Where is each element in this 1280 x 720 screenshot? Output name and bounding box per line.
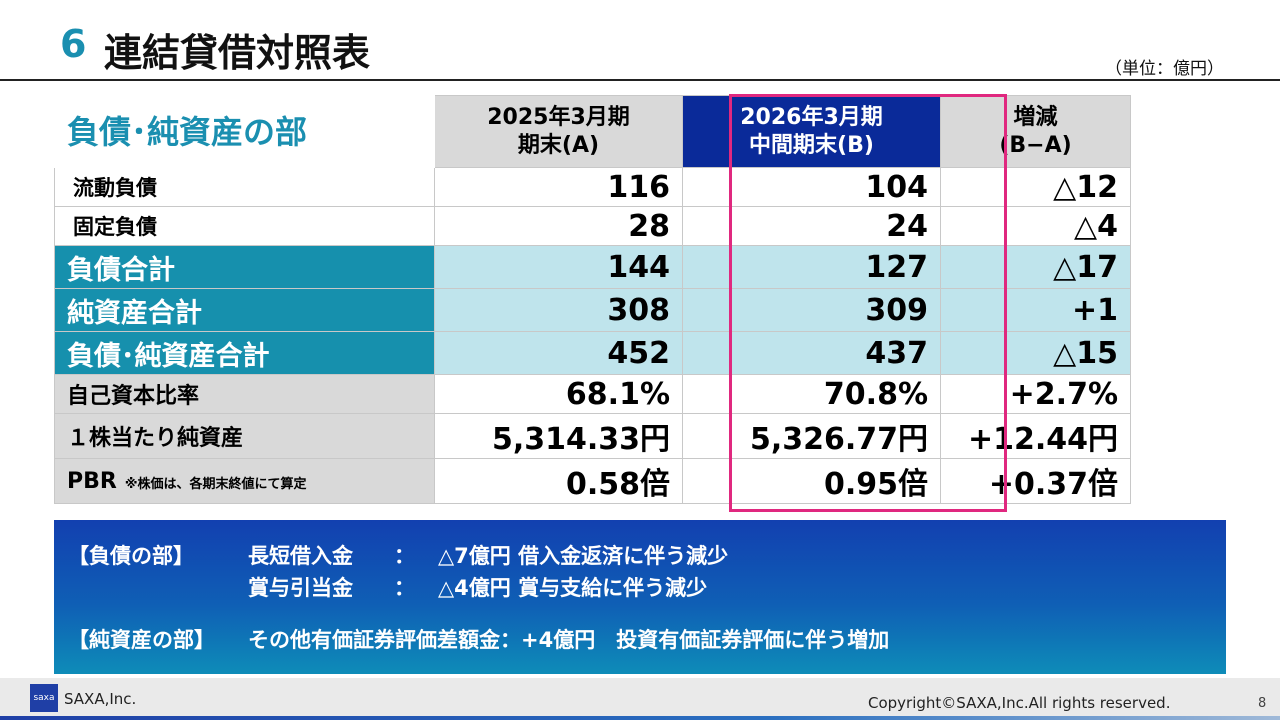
company-name: SAXA,Inc. bbox=[64, 690, 137, 708]
table-header-row: 負債･純資産の部 2025年3月期 期末(A) 2026年3月期 中間期末(B)… bbox=[54, 95, 1131, 168]
column-header-b-line2: 中間期末(B) bbox=[749, 132, 874, 158]
value-diff: △17 bbox=[940, 245, 1131, 289]
note-item1-name: 長短借入金 bbox=[248, 544, 353, 568]
table-row: 負債合計 144 127 △17 bbox=[54, 245, 1131, 289]
column-header-diff-line2: (B−A) bbox=[999, 132, 1072, 158]
value-diff: +12.44円 bbox=[940, 413, 1131, 459]
row-label: 固定負債 bbox=[54, 206, 435, 246]
value-diff: +0.37倍 bbox=[940, 458, 1131, 504]
saxa-logo: saxa bbox=[30, 684, 58, 712]
value-b: 309 bbox=[682, 288, 941, 332]
value-b: 0.95倍 bbox=[682, 458, 941, 504]
row-label: PBR bbox=[67, 468, 117, 494]
footer bbox=[0, 678, 1280, 720]
table-row: 自己資本比率 68.1% 70.8% +2.7% bbox=[54, 374, 1131, 414]
row-label: １株当たり純資産 bbox=[54, 413, 435, 459]
footer-accent-bar bbox=[0, 716, 1280, 720]
value-a: 68.1% bbox=[434, 374, 683, 414]
value-a: 5,314.33円 bbox=[434, 413, 683, 459]
page-number: 8 bbox=[1258, 696, 1267, 711]
value-diff: △12 bbox=[940, 167, 1131, 207]
value-b: 127 bbox=[682, 245, 941, 289]
value-diff: +2.7% bbox=[940, 374, 1131, 414]
row-label: 自己資本比率 bbox=[54, 374, 435, 414]
notes-panel: 【負債の部】 長短借入金 ： △7億円 借入金返済に伴う減少 賞与引当金 ： △… bbox=[54, 520, 1226, 674]
row-label: 純資産合計 bbox=[54, 288, 435, 332]
value-b: 437 bbox=[682, 331, 941, 375]
table-row: 流動負債 116 104 △12 bbox=[54, 167, 1131, 207]
column-header-a-line2: 期末(A) bbox=[517, 132, 600, 158]
note-item3: その他有価証券評価差額金：+4億円 投資有価証券評価に伴う増加 bbox=[248, 628, 890, 652]
value-a: 308 bbox=[434, 288, 683, 332]
value-b: 24 bbox=[682, 206, 941, 246]
page-title: 連結貸借対照表 bbox=[104, 31, 371, 75]
value-a: 116 bbox=[434, 167, 683, 207]
note-item2-detail: △4億円 賞与支給に伴う減少 bbox=[438, 576, 708, 600]
row-label: 負債･純資産合計 bbox=[54, 331, 435, 375]
note-item2-sep: ： bbox=[394, 576, 415, 600]
section-number: 6 bbox=[60, 22, 87, 66]
equity-heading: 【純資産の部】 bbox=[68, 628, 215, 652]
title-divider bbox=[0, 79, 1280, 81]
table-row: PBR ※株価は、各期末終値にて算定 0.58倍 0.95倍 +0.37倍 bbox=[54, 458, 1131, 504]
value-a: 144 bbox=[434, 245, 683, 289]
note-item2-name: 賞与引当金 bbox=[248, 576, 353, 600]
column-header-diff: 増減 (B−A) bbox=[940, 95, 1131, 168]
row-label: 流動負債 bbox=[54, 167, 435, 207]
value-a: 28 bbox=[434, 206, 683, 246]
column-header-a-line1: 2025年3月期 bbox=[487, 104, 630, 130]
column-header-b-line1: 2026年3月期 bbox=[740, 104, 883, 130]
table-row: １株当たり純資産 5,314.33円 5,326.77円 +12.44円 bbox=[54, 413, 1131, 459]
column-header-diff-line1: 増減 bbox=[1013, 104, 1058, 130]
value-diff: △15 bbox=[940, 331, 1131, 375]
liabilities-heading: 【負債の部】 bbox=[68, 544, 194, 568]
table-row: 固定負債 28 24 △4 bbox=[54, 206, 1131, 246]
column-header-a: 2025年3月期 期末(A) bbox=[434, 95, 683, 168]
row-label-pbr: PBR ※株価は、各期末終値にて算定 bbox=[54, 458, 435, 504]
table-row: 負債･純資産合計 452 437 △15 bbox=[54, 331, 1131, 375]
section-title: 負債･純資産の部 bbox=[54, 95, 435, 168]
note-item1-sep: ： bbox=[394, 544, 415, 568]
column-header-b: 2026年3月期 中間期末(B) bbox=[682, 95, 941, 168]
unit-label: （単位：億円） bbox=[1105, 59, 1224, 79]
table-row: 純資産合計 308 309 +1 bbox=[54, 288, 1131, 332]
pbr-note: ※株価は、各期末終値にて算定 bbox=[124, 476, 307, 492]
value-a: 0.58倍 bbox=[434, 458, 683, 504]
value-a: 452 bbox=[434, 331, 683, 375]
value-diff: △4 bbox=[940, 206, 1131, 246]
value-b: 5,326.77円 bbox=[682, 413, 941, 459]
value-diff: +1 bbox=[940, 288, 1131, 332]
balance-sheet-table: 負債･純資産の部 2025年3月期 期末(A) 2026年3月期 中間期末(B)… bbox=[54, 95, 1131, 504]
note-item1-detail: △7億円 借入金返済に伴う減少 bbox=[438, 544, 729, 568]
value-b: 104 bbox=[682, 167, 941, 207]
value-b: 70.8% bbox=[682, 374, 941, 414]
copyright: Copyright©SAXA,Inc.All rights reserved. bbox=[868, 694, 1171, 712]
row-label: 負債合計 bbox=[54, 245, 435, 289]
